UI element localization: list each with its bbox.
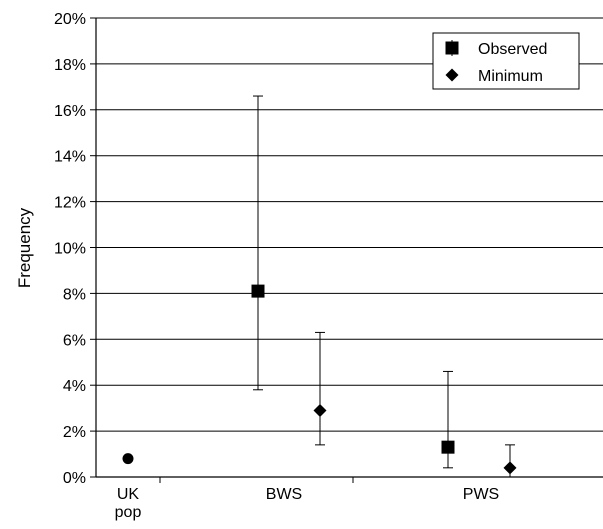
legend-label: Observed (478, 41, 547, 58)
y-tick-label: 18% (54, 57, 86, 74)
data-marks (122, 95, 517, 478)
y-tick-label: 0% (63, 470, 86, 487)
y-tick-label: 20% (54, 11, 86, 28)
x-tick-label: UK pop (115, 486, 142, 521)
y-tick-label: 12% (54, 195, 86, 212)
y-tick-labels: 0% 2% 4% 6% 8% 10% 12% 14% 16% 18% 20% (54, 11, 86, 487)
y-tick-label: 4% (63, 378, 86, 395)
series-observed (122, 95, 455, 469)
y-tick-label: 10% (54, 241, 86, 258)
x-tick-labels: UK pop BWS PWS (115, 486, 500, 521)
point-marker-diamond (313, 403, 327, 417)
y-tick-label: 6% (63, 332, 86, 349)
x-tick-label: PWS (463, 486, 499, 503)
point-marker-square (441, 440, 455, 454)
y-tick-label: 16% (54, 103, 86, 120)
point-marker-diamond (503, 461, 517, 475)
point-marker-square (251, 284, 265, 298)
legend-label: Minimum (478, 68, 543, 85)
point-marker (122, 453, 134, 465)
legend: Observed Minimum (432, 32, 580, 90)
axes (95, 18, 603, 483)
legend-marker-diamond (445, 68, 459, 82)
y-tick-label: 14% (54, 149, 86, 166)
y-tick-label: 2% (63, 424, 86, 441)
y-axis-title: Frequency (15, 207, 34, 288)
gridlines (90, 17, 603, 478)
x-tick-label: BWS (266, 486, 302, 503)
y-tick-label: 8% (63, 286, 86, 303)
series-minimum (313, 331, 517, 478)
